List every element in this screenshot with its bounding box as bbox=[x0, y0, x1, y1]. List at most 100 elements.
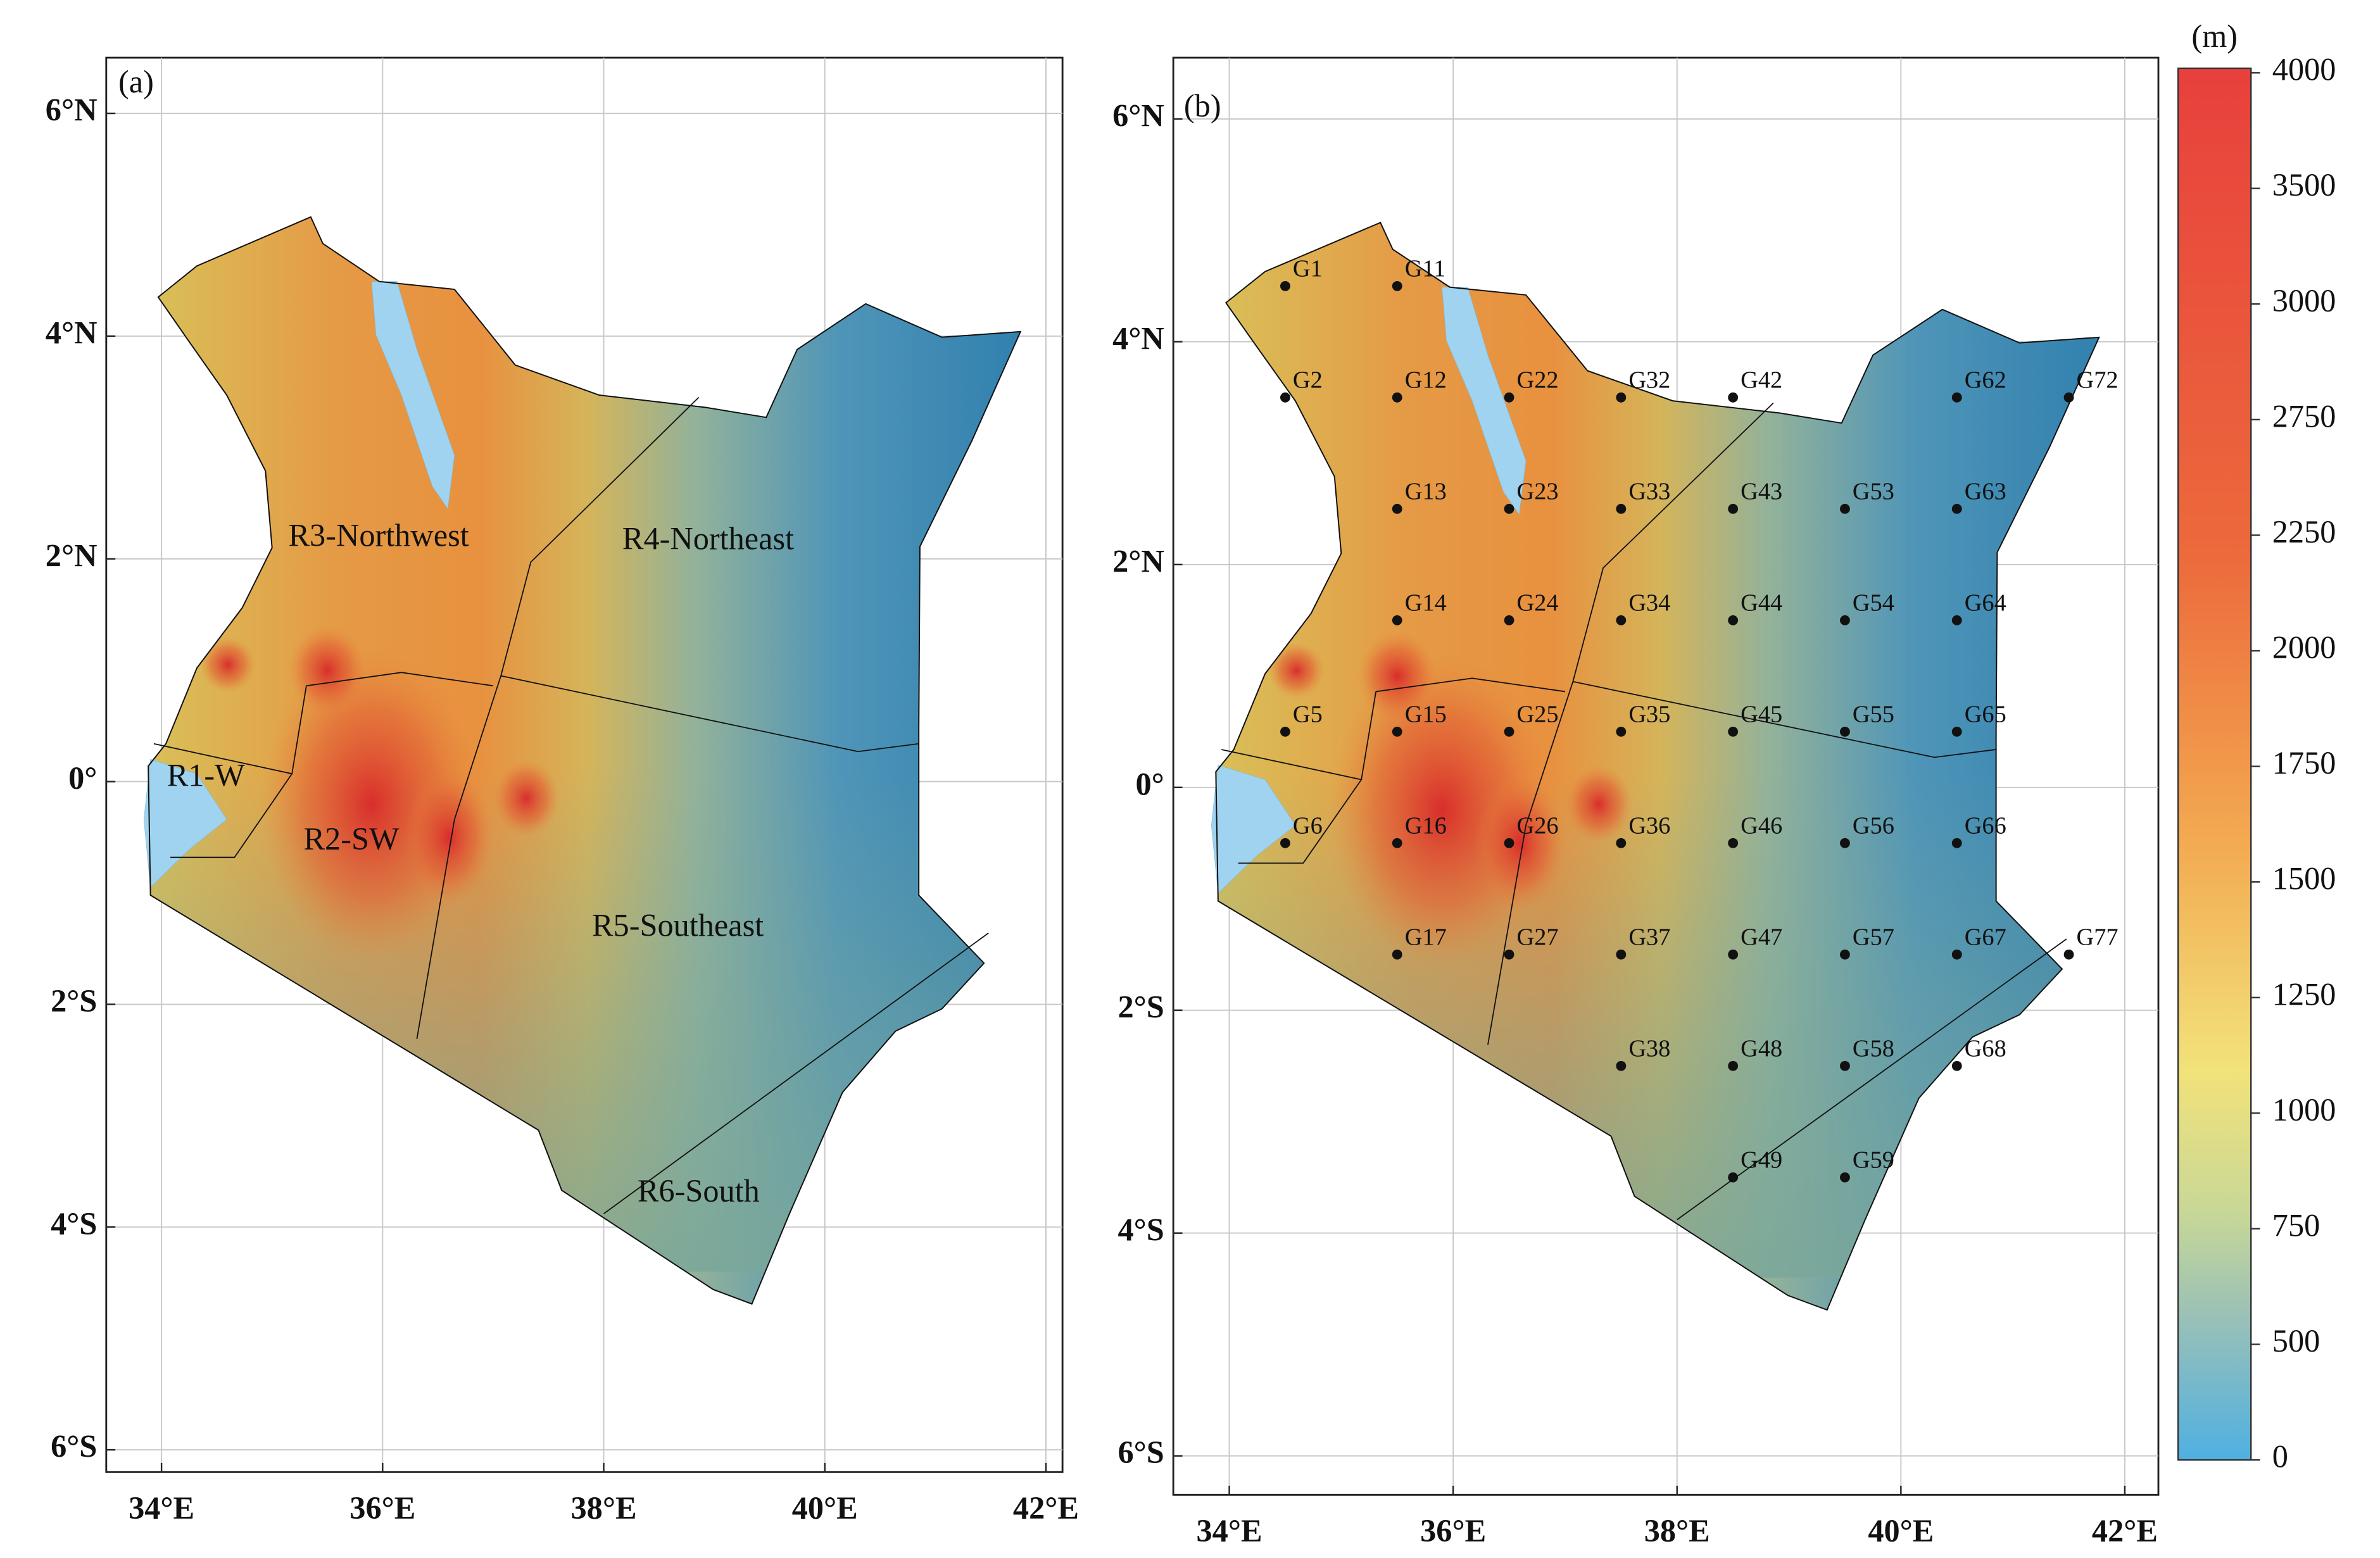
grid-point-label: G34 bbox=[1628, 590, 1670, 617]
grid-point-label: G77 bbox=[2077, 924, 2119, 951]
grid-point-label: G55 bbox=[1853, 701, 1894, 728]
grid-point bbox=[1616, 615, 1627, 625]
y-tick-label: 2°N bbox=[46, 537, 98, 573]
grid-point-label: G62 bbox=[1965, 367, 2006, 394]
grid-point bbox=[1392, 726, 1402, 737]
grid-point bbox=[1392, 392, 1402, 403]
y-tick-label: 4°N bbox=[1112, 320, 1164, 356]
y-tick-label: 2°N bbox=[1112, 543, 1164, 579]
kenya-shape bbox=[139, 158, 1035, 1316]
grid-point-label: G54 bbox=[1853, 590, 1894, 617]
x-tick-label: 42°E bbox=[1013, 1490, 1079, 1526]
grid-point bbox=[1728, 615, 1739, 625]
grid-point-label: G57 bbox=[1853, 924, 1894, 951]
grid-point-label: G11 bbox=[1405, 256, 1446, 282]
grid-point bbox=[1504, 503, 1514, 514]
grid-point bbox=[1840, 503, 1850, 514]
grid-point bbox=[1392, 949, 1402, 960]
grid-point bbox=[1392, 615, 1402, 625]
grid-point bbox=[1951, 392, 1962, 403]
x-tick-label: 38°E bbox=[571, 1490, 637, 1526]
panel-b: (b) G1 G11 G2 G12 G22 G32 G42 G62 G72 G13 G23 G33 G4… bbox=[1112, 58, 2158, 1549]
grid-point-label: G2 bbox=[1293, 367, 1323, 394]
grid-point-label: G15 bbox=[1405, 701, 1447, 728]
x-tick-label: 40°E bbox=[792, 1490, 858, 1526]
colorbar-ramp bbox=[2177, 67, 2252, 1461]
x-tick-label: 40°E bbox=[1868, 1513, 1934, 1549]
panel-a: (a) R1-W R2-SW R3-Northwest R4-Northeast… bbox=[46, 58, 1079, 1526]
grid-point-label: G48 bbox=[1741, 1036, 1782, 1062]
y-tick-label: 6°N bbox=[1112, 97, 1164, 133]
grid-point-label: G63 bbox=[1965, 479, 2006, 505]
kenya-shape bbox=[1207, 163, 2113, 1322]
grid-point-label: G38 bbox=[1628, 1036, 1670, 1062]
grid-point-label: G59 bbox=[1853, 1147, 1894, 1174]
grid-point bbox=[1616, 503, 1627, 514]
grid-point-label: G42 bbox=[1741, 367, 1782, 394]
grid-point-label: G68 bbox=[1965, 1036, 2006, 1062]
panel-frame bbox=[1172, 56, 2160, 1496]
grid-point bbox=[1840, 838, 1850, 848]
colorbar-tick-label: 3000 bbox=[2272, 283, 2336, 318]
grid-point bbox=[1951, 503, 1962, 514]
grid-points: G1 G11 G2 G12 G22 G32 G42 G62 G72 G13 G23 G33 G43 G53… bbox=[1280, 256, 2119, 1183]
colorbar-tick-label: 2000 bbox=[2272, 630, 2336, 665]
region-label: R4-Northeast bbox=[622, 520, 794, 556]
grid-point-label: G17 bbox=[1405, 924, 1447, 951]
colorbar-tick-label: 1500 bbox=[2272, 861, 2336, 896]
y-tick-label: 0° bbox=[68, 760, 97, 796]
colorbar-tick-label: 1250 bbox=[2272, 976, 2336, 1012]
grid-point bbox=[1728, 949, 1739, 960]
grid-point bbox=[1840, 615, 1850, 625]
grid-point bbox=[1392, 838, 1402, 848]
x-tick-label: 36°E bbox=[349, 1490, 415, 1526]
y-tick-label: 4°N bbox=[46, 315, 98, 350]
grid-point bbox=[1951, 1060, 1962, 1071]
colorbar-tick-label: 750 bbox=[2272, 1208, 2320, 1243]
grid-point bbox=[1728, 1172, 1739, 1183]
grid-point-label: G35 bbox=[1628, 701, 1670, 728]
colorbar: (m) 4000 3500 3000 2750 2250 2000 1750 1500 1250… bbox=[2177, 18, 2336, 1474]
grid-point-label: G53 bbox=[1853, 479, 1894, 505]
grid-point bbox=[1280, 392, 1290, 403]
grid-point bbox=[1280, 280, 1290, 291]
grid-point-label: G64 bbox=[1965, 590, 2006, 617]
grid-point bbox=[1616, 726, 1627, 737]
grid-point-label: G65 bbox=[1965, 701, 2006, 728]
grid-point bbox=[2063, 949, 2074, 960]
grid-point-label: G27 bbox=[1517, 924, 1559, 951]
grid-point-label: G47 bbox=[1741, 924, 1782, 951]
y-tick-label: 4°S bbox=[1118, 1212, 1164, 1247]
colorbar-tick-label: 2250 bbox=[2272, 514, 2336, 550]
grid-point bbox=[1840, 726, 1850, 737]
grid-point-label: G36 bbox=[1628, 813, 1670, 839]
x-tick-label: 42°E bbox=[2092, 1513, 2158, 1549]
grid-point-label: G72 bbox=[2077, 367, 2119, 394]
grid-point bbox=[1504, 392, 1514, 403]
grid-point bbox=[1951, 726, 1962, 737]
grid-point bbox=[1616, 838, 1627, 848]
grid-point-label: G44 bbox=[1741, 590, 1782, 617]
grid-point bbox=[1840, 949, 1850, 960]
colorbar-tick-label: 4000 bbox=[2272, 52, 2336, 87]
grid-point-label: G26 bbox=[1517, 813, 1559, 839]
panel-frame bbox=[105, 56, 1064, 1473]
grid-point bbox=[1728, 1060, 1739, 1071]
grid-point-label: G45 bbox=[1741, 701, 1782, 728]
grid-point-label: G22 bbox=[1517, 367, 1559, 394]
grid-point bbox=[2063, 392, 2074, 403]
grid-point-label: G13 bbox=[1405, 479, 1447, 505]
colorbar-tick-label: 500 bbox=[2272, 1323, 2320, 1359]
grid-point bbox=[1504, 615, 1514, 625]
kenya-map bbox=[1207, 163, 2113, 1322]
grid-point-label: G12 bbox=[1405, 367, 1447, 394]
colorbar-tick-label: 2750 bbox=[2272, 398, 2336, 434]
colorbar-tick-label: 3500 bbox=[2272, 167, 2336, 203]
region-label: R6-South bbox=[638, 1173, 760, 1209]
grid-point-label: G33 bbox=[1628, 479, 1670, 505]
x-tick-label: 34°E bbox=[129, 1490, 194, 1526]
y-tick-label: 6°S bbox=[1118, 1435, 1164, 1470]
grid-point-label: G46 bbox=[1741, 813, 1782, 839]
kenya-map bbox=[139, 158, 1035, 1316]
